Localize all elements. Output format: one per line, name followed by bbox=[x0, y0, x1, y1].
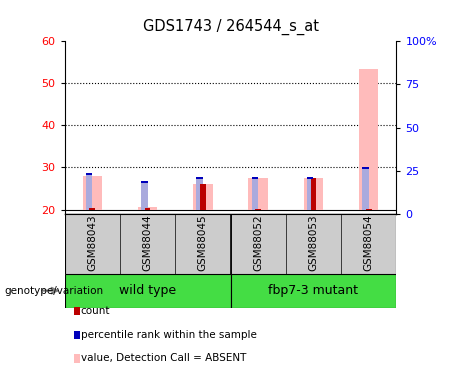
Bar bbox=[86, 173, 92, 175]
Bar bbox=[141, 182, 148, 210]
Text: GSM88053: GSM88053 bbox=[308, 214, 319, 271]
Bar bbox=[307, 178, 313, 210]
Text: GSM88045: GSM88045 bbox=[198, 214, 208, 271]
Bar bbox=[193, 184, 213, 210]
Bar bbox=[362, 168, 369, 210]
Bar bbox=[196, 178, 203, 210]
Bar bbox=[141, 182, 148, 183]
Text: value, Detection Call = ABSENT: value, Detection Call = ABSENT bbox=[81, 354, 246, 363]
Text: wild type: wild type bbox=[119, 284, 176, 297]
Text: fbp7-3 mutant: fbp7-3 mutant bbox=[268, 284, 359, 297]
Bar bbox=[145, 208, 150, 210]
Bar bbox=[359, 69, 378, 210]
Bar bbox=[252, 177, 258, 179]
Bar bbox=[86, 174, 92, 210]
Bar bbox=[307, 177, 313, 179]
Text: GSM88054: GSM88054 bbox=[364, 214, 374, 271]
Bar bbox=[255, 209, 261, 210]
Bar bbox=[138, 207, 157, 210]
Text: GSM88044: GSM88044 bbox=[142, 214, 153, 271]
Bar bbox=[200, 184, 206, 210]
Bar bbox=[248, 178, 268, 210]
Text: percentile rank within the sample: percentile rank within the sample bbox=[81, 330, 257, 340]
Bar bbox=[252, 178, 258, 210]
Bar bbox=[362, 166, 369, 169]
Bar bbox=[304, 178, 323, 210]
Text: genotype/variation: genotype/variation bbox=[5, 286, 104, 296]
Text: GSM88043: GSM88043 bbox=[87, 214, 97, 271]
Bar bbox=[311, 178, 316, 210]
Bar bbox=[65, 274, 230, 308]
Text: count: count bbox=[81, 306, 110, 316]
Bar bbox=[89, 208, 95, 210]
Bar bbox=[366, 209, 372, 210]
Bar bbox=[230, 274, 396, 308]
Bar bbox=[83, 176, 102, 210]
Text: GSM88052: GSM88052 bbox=[253, 214, 263, 271]
Text: GDS1743 / 264544_s_at: GDS1743 / 264544_s_at bbox=[142, 19, 319, 35]
Bar bbox=[196, 177, 203, 179]
